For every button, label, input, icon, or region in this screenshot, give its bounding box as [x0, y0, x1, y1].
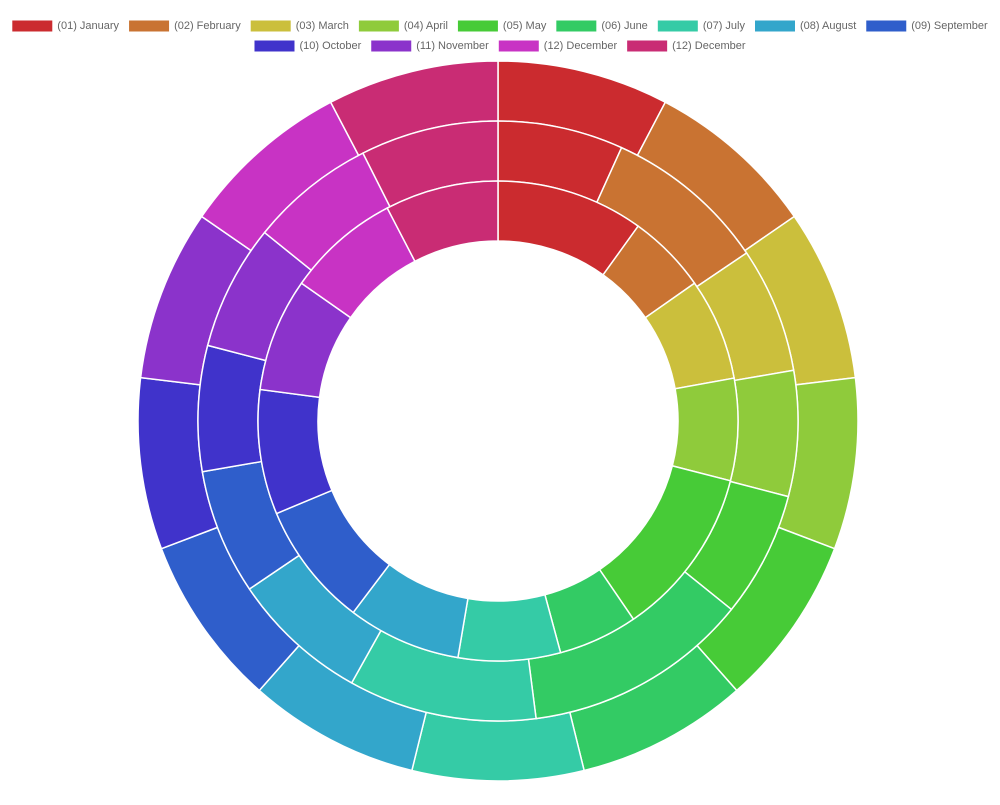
legend-swatch[interactable]	[371, 40, 412, 52]
legend-label[interactable]: (02) February	[174, 20, 241, 32]
legend-label[interactable]: (12) December	[672, 40, 746, 52]
legend-swatch[interactable]	[457, 20, 498, 32]
legend-label[interactable]: (05) May	[503, 20, 547, 32]
doughnut-segment	[729, 369, 799, 498]
legend-swatch[interactable]	[250, 20, 291, 32]
legend-swatch[interactable]	[556, 20, 597, 32]
legend-label[interactable]: (04) April	[404, 20, 448, 32]
legend-swatch[interactable]	[627, 40, 668, 52]
legend-swatch[interactable]	[755, 20, 795, 32]
legend-label[interactable]: (01) January	[57, 20, 119, 32]
legend-swatch[interactable]	[129, 20, 170, 32]
legend-swatch[interactable]	[866, 20, 907, 32]
legend-label[interactable]: (07) July	[703, 20, 746, 32]
doughnut-segment	[457, 593, 562, 662]
legend-label[interactable]: (11) November	[416, 40, 489, 52]
legend-label[interactable]: (03) March	[296, 20, 349, 32]
doughnut-segment	[410, 711, 586, 782]
doughnut-segment	[257, 388, 333, 515]
doughnut-segment	[197, 344, 267, 473]
legend-label[interactable]: (08) August	[800, 20, 856, 32]
legend-swatch[interactable]	[657, 20, 698, 32]
legend-label[interactable]: (09) September	[911, 20, 988, 32]
legend-swatch[interactable]	[254, 40, 295, 52]
legend-label[interactable]: (06) June	[601, 20, 647, 32]
doughnut-segment	[386, 180, 499, 263]
doughnut-segment	[671, 377, 739, 482]
legend-label[interactable]: (10) October	[299, 40, 361, 52]
legend-swatch[interactable]	[358, 20, 399, 32]
legend-label[interactable]: (12) December	[544, 40, 618, 52]
legend-swatch[interactable]	[12, 20, 53, 32]
legend-swatch[interactable]	[498, 40, 539, 52]
